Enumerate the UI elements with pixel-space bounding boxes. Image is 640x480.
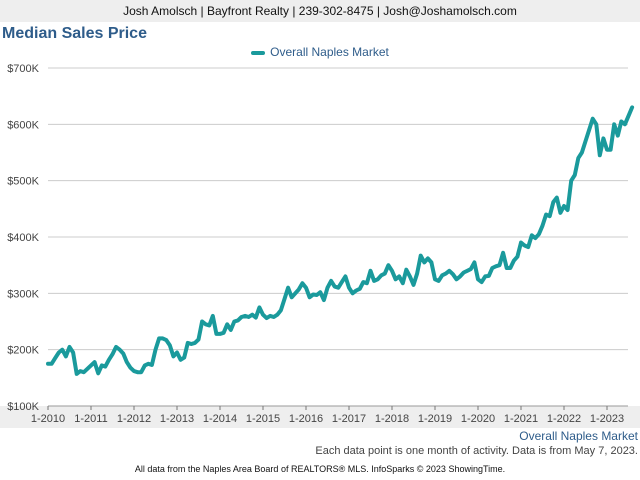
footer-credit: All data from the Naples Area Board of R… (134, 464, 506, 474)
y-tick-label: $200K (7, 345, 39, 357)
x-tick-label: 1-2013 (160, 413, 194, 425)
header-banner: Josh Amolsch | Bayfront Realty | 239-302… (0, 0, 640, 22)
x-tick-label: 1-2021 (504, 413, 538, 425)
series-line (46, 105, 635, 376)
legend-swatch (251, 50, 266, 55)
x-tick-label: 1-2020 (461, 413, 495, 425)
x-axis-band (0, 406, 640, 428)
y-tick-label: $400K (7, 232, 39, 244)
y-tick-label: $600K (7, 119, 39, 131)
y-tick-label: $100K (7, 401, 39, 413)
x-tick-label: 1-2012 (117, 413, 151, 425)
legend: Overall Naples Market (0, 45, 640, 59)
x-tick-label: 1-2019 (418, 413, 452, 425)
x-axis-title: Overall Naples Market (519, 429, 638, 443)
x-tick-label: 1-2023 (590, 413, 624, 425)
x-tick-label: 1-2010 (31, 413, 65, 425)
y-tick-label: $700K (7, 63, 39, 75)
x-tick-label: 1-2022 (547, 413, 581, 425)
y-tick-label: $300K (7, 288, 39, 300)
chart-title: Median Sales Price (2, 25, 147, 42)
x-tick-label: 1-2014 (203, 413, 237, 425)
x-tick-label: 1-2018 (375, 413, 409, 425)
legend-label: Overall Naples Market (270, 45, 389, 59)
x-tick-label: 1-2016 (289, 413, 323, 425)
data-note: Each data point is one month of activity… (315, 445, 638, 457)
x-tick-label: 1-2015 (246, 413, 280, 425)
x-tick-label: 1-2011 (74, 413, 107, 425)
x-tick-label: 1-2017 (332, 413, 366, 425)
y-tick-label: $500K (7, 176, 39, 188)
